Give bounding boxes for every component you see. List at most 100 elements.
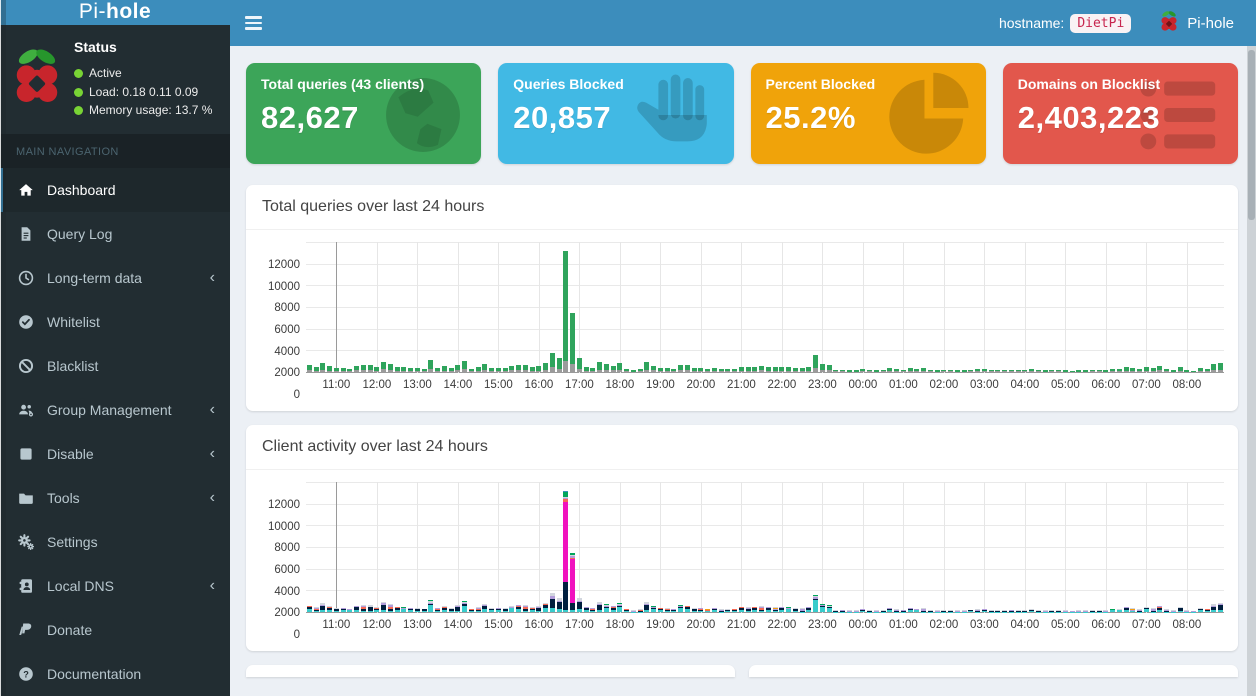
bar[interactable] — [475, 607, 481, 612]
bar[interactable] — [927, 609, 933, 612]
sidebar-item-whitelist[interactable]: Whitelist — [0, 300, 230, 344]
bar[interactable] — [617, 363, 623, 372]
bar[interactable] — [1137, 368, 1143, 372]
bar[interactable] — [1022, 369, 1028, 372]
bar[interactable] — [907, 607, 913, 612]
bar[interactable] — [516, 364, 522, 372]
bar[interactable] — [408, 367, 414, 372]
bar[interactable] — [961, 610, 967, 612]
bar[interactable] — [536, 606, 542, 612]
bar[interactable] — [576, 358, 582, 372]
bar[interactable] — [354, 365, 360, 372]
bar[interactable] — [934, 610, 940, 612]
bar[interactable] — [894, 369, 900, 372]
bar[interactable] — [671, 368, 677, 372]
bar[interactable] — [981, 368, 987, 372]
bar[interactable] — [1089, 370, 1095, 372]
bar[interactable] — [1211, 364, 1217, 372]
bar[interactable] — [1191, 610, 1197, 612]
bar[interactable] — [1008, 369, 1014, 372]
bar[interactable] — [1204, 608, 1210, 612]
bar[interactable] — [819, 603, 825, 612]
bar[interactable] — [657, 607, 663, 612]
bar[interactable] — [1143, 366, 1149, 372]
bar[interactable] — [630, 370, 636, 372]
bar[interactable] — [813, 595, 819, 612]
bar[interactable] — [428, 600, 434, 612]
bar[interactable] — [340, 608, 346, 612]
bar[interactable] — [1164, 369, 1170, 372]
bar[interactable] — [1002, 369, 1008, 372]
bar[interactable] — [765, 366, 771, 372]
bar[interactable] — [529, 367, 535, 372]
bar[interactable] — [1029, 369, 1035, 372]
bar[interactable] — [779, 606, 785, 612]
bar[interactable] — [1137, 608, 1143, 612]
bar[interactable] — [1049, 369, 1055, 372]
bar[interactable] — [455, 365, 461, 372]
bar[interactable] — [772, 607, 778, 612]
bar[interactable] — [684, 605, 690, 612]
bar[interactable] — [556, 358, 562, 372]
bar[interactable] — [495, 607, 501, 612]
bar[interactable] — [921, 368, 927, 372]
bar[interactable] — [374, 607, 380, 612]
bar[interactable] — [1062, 370, 1068, 372]
bar[interactable] — [705, 368, 711, 372]
bar[interactable] — [320, 363, 326, 372]
bar[interactable] — [630, 610, 636, 612]
sidebar-item-long-term-data[interactable]: Long-term data ‹ — [0, 256, 230, 300]
bar[interactable] — [570, 553, 576, 612]
bar[interactable] — [1123, 607, 1129, 612]
bar[interactable] — [853, 610, 859, 612]
bar[interactable] — [921, 608, 927, 612]
bar[interactable] — [914, 368, 920, 372]
bar[interactable] — [691, 608, 697, 612]
bar[interactable] — [786, 367, 792, 372]
bar[interactable] — [1083, 610, 1089, 612]
bar[interactable] — [327, 366, 333, 372]
bar[interactable] — [428, 360, 434, 372]
bar[interactable] — [421, 608, 427, 612]
bar[interactable] — [786, 607, 792, 612]
bar[interactable] — [576, 598, 582, 612]
bar[interactable] — [327, 606, 333, 612]
bar[interactable] — [880, 609, 886, 612]
bar[interactable] — [489, 367, 495, 372]
bar[interactable] — [414, 368, 420, 372]
bar[interactable] — [435, 607, 441, 612]
bar[interactable] — [867, 610, 873, 612]
bar[interactable] — [387, 364, 393, 372]
bar[interactable] — [806, 367, 812, 372]
bar[interactable] — [975, 369, 981, 372]
bar[interactable] — [610, 606, 616, 612]
bar[interactable] — [941, 610, 947, 612]
bar[interactable] — [846, 610, 852, 612]
bar[interactable] — [1076, 610, 1082, 612]
bar[interactable] — [711, 608, 717, 612]
bar[interactable] — [583, 367, 589, 372]
bar[interactable] — [1157, 366, 1163, 372]
bar[interactable] — [1056, 610, 1062, 612]
bar[interactable] — [401, 607, 407, 612]
bar[interactable] — [752, 606, 758, 612]
bar[interactable] — [421, 368, 427, 372]
bar[interactable] — [792, 367, 798, 372]
bar[interactable] — [1191, 370, 1197, 372]
bar[interactable] — [779, 366, 785, 372]
bar[interactable] — [954, 610, 960, 612]
bar[interactable] — [468, 608, 474, 612]
bar[interactable] — [441, 366, 447, 372]
bar[interactable] — [1218, 362, 1224, 372]
bar[interactable] — [1062, 610, 1068, 612]
bar[interactable] — [502, 608, 508, 612]
bar[interactable] — [907, 367, 913, 372]
bar[interactable] — [549, 593, 555, 612]
bar[interactable] — [394, 606, 400, 612]
bar[interactable] — [1103, 370, 1109, 372]
bar[interactable] — [900, 369, 906, 372]
bar[interactable] — [462, 601, 468, 612]
bar[interactable] — [1150, 608, 1156, 612]
bar[interactable] — [799, 368, 805, 372]
bar[interactable] — [1116, 608, 1122, 612]
